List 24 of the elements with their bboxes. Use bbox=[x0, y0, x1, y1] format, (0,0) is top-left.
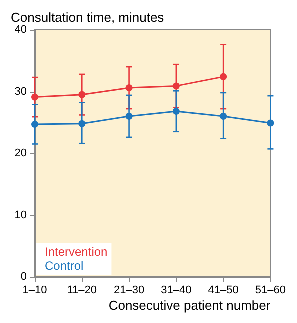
x-tick-label: 41–50 bbox=[208, 284, 239, 296]
y-tick-label: 30 bbox=[14, 86, 27, 98]
point bbox=[220, 112, 228, 120]
x-tick-label: 1–10 bbox=[22, 284, 48, 296]
y-axis-title: Consultation time, minutes bbox=[11, 10, 165, 25]
y-tick-label: 10 bbox=[14, 209, 27, 222]
y-tick-label: 0 bbox=[20, 271, 27, 283]
point bbox=[220, 73, 228, 80]
point bbox=[126, 112, 133, 120]
x-axis-title: Consecutive patient number bbox=[108, 298, 272, 313]
x-tick-label: 31–40 bbox=[161, 284, 192, 296]
point bbox=[32, 120, 38, 128]
x-tick-label: 11–20 bbox=[67, 284, 98, 296]
point bbox=[126, 84, 133, 92]
x-tick-label: 21–30 bbox=[114, 284, 145, 296]
point bbox=[32, 94, 38, 101]
x-tick-label: 51–60 bbox=[255, 284, 286, 296]
y-tick-label: 40 bbox=[14, 24, 27, 36]
point bbox=[267, 120, 274, 127]
text: Intervention bbox=[45, 245, 108, 259]
y-tick-label: 20 bbox=[14, 148, 27, 160]
point bbox=[78, 120, 86, 128]
text: Control bbox=[45, 259, 84, 273]
point bbox=[78, 91, 86, 98]
